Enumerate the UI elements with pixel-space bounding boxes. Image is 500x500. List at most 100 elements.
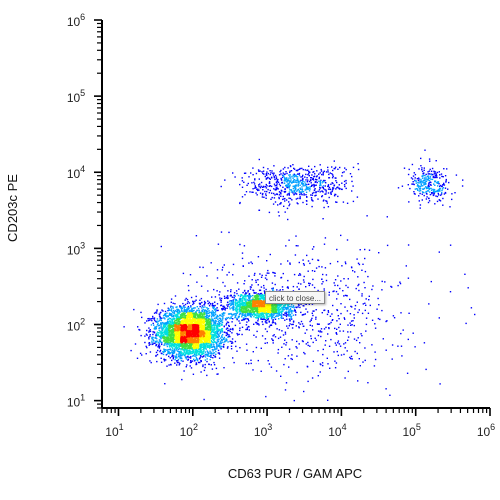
data-point bbox=[253, 334, 255, 336]
data-point bbox=[365, 304, 367, 306]
data-point bbox=[297, 197, 299, 200]
data-point bbox=[301, 186, 303, 188]
data-point bbox=[185, 349, 187, 351]
data-point bbox=[199, 299, 201, 301]
data-point bbox=[168, 312, 171, 314]
data-point bbox=[322, 188, 325, 190]
data-point bbox=[285, 171, 287, 173]
data-point bbox=[190, 355, 192, 358]
data-point bbox=[275, 306, 277, 308]
data-point bbox=[470, 307, 473, 309]
data-point bbox=[439, 383, 441, 385]
data-point bbox=[356, 196, 359, 198]
data-point bbox=[221, 333, 224, 336]
data-point bbox=[288, 311, 290, 314]
data-point bbox=[249, 191, 251, 193]
data-point bbox=[233, 313, 236, 315]
data-point bbox=[268, 305, 271, 307]
data-point bbox=[332, 187, 335, 189]
data-point bbox=[164, 329, 166, 331]
data-point bbox=[345, 262, 347, 265]
data-point bbox=[212, 311, 214, 313]
data-point bbox=[232, 357, 234, 359]
data-point bbox=[230, 316, 232, 318]
data-point bbox=[210, 325, 212, 327]
data-point bbox=[336, 333, 338, 335]
data-point bbox=[307, 186, 309, 189]
data-point bbox=[235, 345, 237, 348]
data-point bbox=[252, 309, 254, 312]
data-point bbox=[264, 175, 266, 178]
data-point bbox=[243, 181, 245, 183]
data-point bbox=[225, 340, 227, 342]
data-point bbox=[212, 357, 214, 359]
data-point bbox=[257, 188, 259, 190]
data-point bbox=[251, 306, 253, 309]
data-point bbox=[216, 341, 218, 343]
data-point bbox=[261, 196, 264, 198]
data-point bbox=[221, 335, 223, 337]
data-point bbox=[166, 338, 168, 340]
data-point bbox=[444, 191, 447, 194]
data-point bbox=[197, 345, 200, 347]
data-point bbox=[316, 179, 318, 181]
data-point bbox=[297, 173, 299, 175]
data-point bbox=[278, 314, 280, 316]
data-point bbox=[184, 316, 187, 318]
data-point bbox=[264, 292, 266, 294]
data-point bbox=[423, 184, 425, 186]
data-point bbox=[310, 335, 312, 337]
data-point bbox=[433, 191, 435, 193]
data-point bbox=[274, 312, 277, 314]
data-point bbox=[218, 334, 220, 336]
data-point bbox=[164, 325, 166, 328]
data-point bbox=[251, 191, 253, 193]
data-point bbox=[268, 303, 271, 305]
data-point bbox=[281, 330, 283, 332]
data-point bbox=[171, 355, 173, 358]
data-point bbox=[361, 269, 363, 271]
data-point bbox=[200, 297, 203, 300]
data-point bbox=[157, 349, 159, 352]
data-point bbox=[343, 278, 345, 280]
data-point bbox=[327, 184, 330, 186]
data-point bbox=[245, 191, 248, 193]
data-point bbox=[245, 308, 247, 310]
data-point bbox=[422, 177, 424, 179]
data-point bbox=[212, 338, 214, 340]
data-point bbox=[321, 195, 323, 198]
data-point bbox=[338, 326, 340, 329]
data-point bbox=[170, 339, 172, 342]
data-point bbox=[295, 175, 298, 178]
data-point bbox=[180, 317, 182, 320]
data-point bbox=[253, 295, 256, 297]
data-point bbox=[192, 300, 194, 302]
data-point bbox=[295, 193, 297, 195]
data-point bbox=[446, 168, 448, 170]
data-point bbox=[184, 347, 187, 349]
data-point bbox=[163, 336, 166, 338]
data-point bbox=[218, 321, 220, 324]
data-point bbox=[217, 344, 220, 346]
data-point bbox=[310, 177, 312, 179]
data-point bbox=[248, 313, 250, 315]
data-point bbox=[192, 313, 194, 315]
data-point bbox=[196, 358, 198, 360]
data-point bbox=[206, 374, 208, 377]
data-point bbox=[239, 201, 241, 204]
data-point bbox=[352, 270, 354, 272]
data-point bbox=[282, 334, 285, 336]
data-point bbox=[357, 276, 359, 278]
data-point bbox=[175, 317, 178, 319]
data-point bbox=[258, 316, 260, 318]
data-point bbox=[417, 179, 420, 182]
data-point bbox=[181, 346, 184, 348]
data-point bbox=[285, 311, 287, 313]
data-point bbox=[410, 177, 413, 179]
data-point bbox=[259, 187, 262, 189]
data-point bbox=[341, 171, 344, 174]
data-point bbox=[307, 260, 310, 262]
data-point bbox=[190, 367, 193, 369]
data-point bbox=[162, 310, 164, 312]
data-point bbox=[159, 350, 161, 353]
